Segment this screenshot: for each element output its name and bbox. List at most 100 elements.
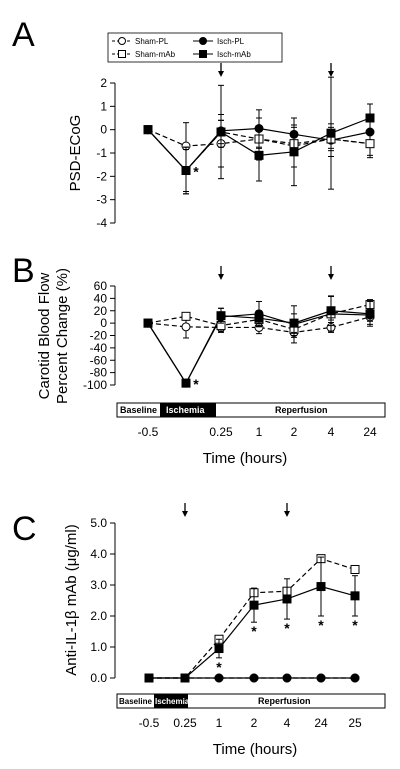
x-tick-label-c: 24 — [314, 716, 328, 730]
legend: Sham-PL Isch-PL Sham-mAb Isch-mAb — [107, 32, 283, 63]
point-isch-mab-c — [144, 673, 154, 683]
y-tick-label-b: -100 — [83, 378, 107, 392]
point-isch-mab-a — [326, 128, 336, 138]
x-tick-label-c: 0.25 — [173, 716, 197, 730]
timeline-ischemia-label-c: Ischemia — [155, 697, 190, 706]
point-isch-mab-a — [143, 125, 153, 135]
y-tick-label-a: 0 — [100, 123, 107, 137]
y-tick-label-a: 2 — [100, 76, 107, 90]
point-isch-mab-c — [249, 600, 259, 610]
significance-star-b: * — [193, 376, 199, 392]
panel-letter-a: A — [12, 16, 35, 54]
arrow-head-a — [218, 71, 224, 77]
point-isch-mab-c — [350, 591, 360, 601]
y-tick-label-c: 1.0 — [90, 640, 107, 654]
point-sham-mab-c — [350, 565, 360, 574]
point-isch-mab-c — [180, 673, 190, 683]
y-tick-label-b: -80 — [90, 366, 108, 380]
point-isch-pl-c — [249, 673, 259, 683]
point-isch-mab-a — [254, 150, 264, 160]
point-isch-mab-b — [289, 318, 299, 328]
arrow-head-c — [284, 511, 290, 517]
y-axis-title-line-b: Carotid Blood Flow — [36, 272, 53, 399]
timeline-baseline-label-c: Baseline — [119, 697, 152, 706]
legend-marker-sham-mab — [118, 50, 126, 58]
plot-panel-c: 0.0 1.0 2.0 3.0 4.0 5.0 Anti-IL-1β mAb (μg/ml)… — [63, 503, 362, 730]
x-tick-label-b: 2 — [291, 425, 298, 439]
timeline-bar-b: Baseline Ischemia Reperfusion — [116, 402, 386, 418]
point-isch-mab-c — [282, 594, 292, 604]
point-isch-mab-c — [316, 582, 326, 592]
panel-letter-c: C — [12, 510, 37, 548]
legend-marker-isch-mab — [199, 50, 207, 58]
point-sham-mab-b — [181, 311, 191, 321]
y-tick-label-a: -2 — [96, 169, 107, 183]
y-tick-label-a: -3 — [96, 193, 107, 207]
legend-label-isch-mab: Isch-mAb — [217, 50, 251, 59]
legend-label-sham-pl: Sham-PL — [135, 37, 169, 46]
point-isch-pl-c — [282, 673, 292, 683]
y-tick-label-a: 1 — [100, 99, 107, 113]
y-tick-label-a: -4 — [96, 216, 107, 230]
significance-star-c: * — [284, 620, 290, 636]
y-axis-title-line-a: PSD-ECoG — [67, 115, 84, 192]
arrow-head-b — [218, 274, 224, 280]
point-isch-pl-c — [350, 673, 360, 683]
y-tick-label-a: -1 — [96, 146, 107, 160]
x-tick-label-b: 4 — [328, 425, 335, 439]
point-isch-mab-a — [216, 127, 226, 137]
y-tick-label-b: -40 — [90, 341, 108, 355]
point-sham-pl-b — [181, 322, 191, 332]
point-isch-mab-a — [365, 113, 375, 123]
x-axis-title-b: Time (hours) — [203, 450, 287, 467]
point-isch-mab-b — [254, 313, 264, 323]
series-line-sham-mab-c — [149, 557, 356, 679]
legend-label-sham-mab: Sham-mAb — [135, 50, 176, 59]
point-isch-pl-c — [316, 673, 326, 683]
y-axis-title-b: Carotid Blood FlowPercent Change (%) — [36, 268, 71, 404]
y-tick-label-c: 0.0 — [90, 671, 107, 685]
point-isch-pl-c — [214, 673, 224, 683]
y-tick-label-b: -60 — [90, 353, 108, 367]
timeline-ischemia-label-b: Ischemia — [166, 405, 206, 415]
arrow-head-a — [328, 71, 334, 77]
point-isch-mab-b — [216, 311, 226, 321]
arrow-head-c — [182, 511, 188, 517]
timeline-ischemia-block-c — [154, 694, 188, 708]
point-isch-mab-a — [181, 166, 191, 175]
legend-label-isch-pl: Isch-PL — [217, 37, 245, 46]
arrow-head-b — [328, 274, 334, 280]
point-isch-mab-c — [214, 644, 224, 654]
point-isch-mab-b — [181, 378, 191, 388]
legend-marker-sham-pl — [118, 37, 126, 45]
significance-star-c: * — [352, 617, 358, 633]
significance-star-c: * — [216, 659, 222, 675]
y-axis-title-c: Anti-IL-1β mAb (μg/ml) — [63, 524, 80, 675]
x-tick-label-b: 1 — [256, 425, 263, 439]
x-tick-label-b: -0.5 — [138, 425, 159, 439]
x-tick-label-b: 0.25 — [209, 425, 233, 439]
x-axis-title-c: Time (hours) — [213, 741, 297, 758]
point-isch-mab-b — [326, 306, 336, 316]
significance-star-c: * — [251, 623, 257, 639]
y-axis-title-line-c: Anti-IL-1β mAb (μg/ml) — [63, 524, 80, 675]
panel-letter-b: B — [12, 252, 35, 290]
legend-marker-isch-pl — [199, 37, 207, 45]
y-tick-label-c: 5.0 — [90, 516, 107, 530]
x-tick-label-c: 25 — [348, 716, 362, 730]
x-tick-label-b: 24 — [363, 425, 377, 439]
point-isch-mab-a — [289, 147, 299, 157]
y-axis-title-line-b: Percent Change (%) — [54, 268, 71, 404]
y-tick-label-c: 2.0 — [90, 609, 107, 623]
point-sham-mab-a — [365, 139, 375, 149]
y-tick-label-b: 20 — [94, 304, 108, 318]
significance-star-c: * — [318, 617, 324, 633]
point-isch-mab-b — [365, 309, 375, 319]
x-tick-label-c: 4 — [284, 716, 291, 730]
timeline-reperfusion-label-b: Reperfusion — [275, 405, 328, 415]
significance-star-a: * — [193, 164, 199, 180]
timeline-frame-b — [116, 402, 386, 418]
y-axis-title-a: PSD-ECoG — [67, 115, 84, 192]
